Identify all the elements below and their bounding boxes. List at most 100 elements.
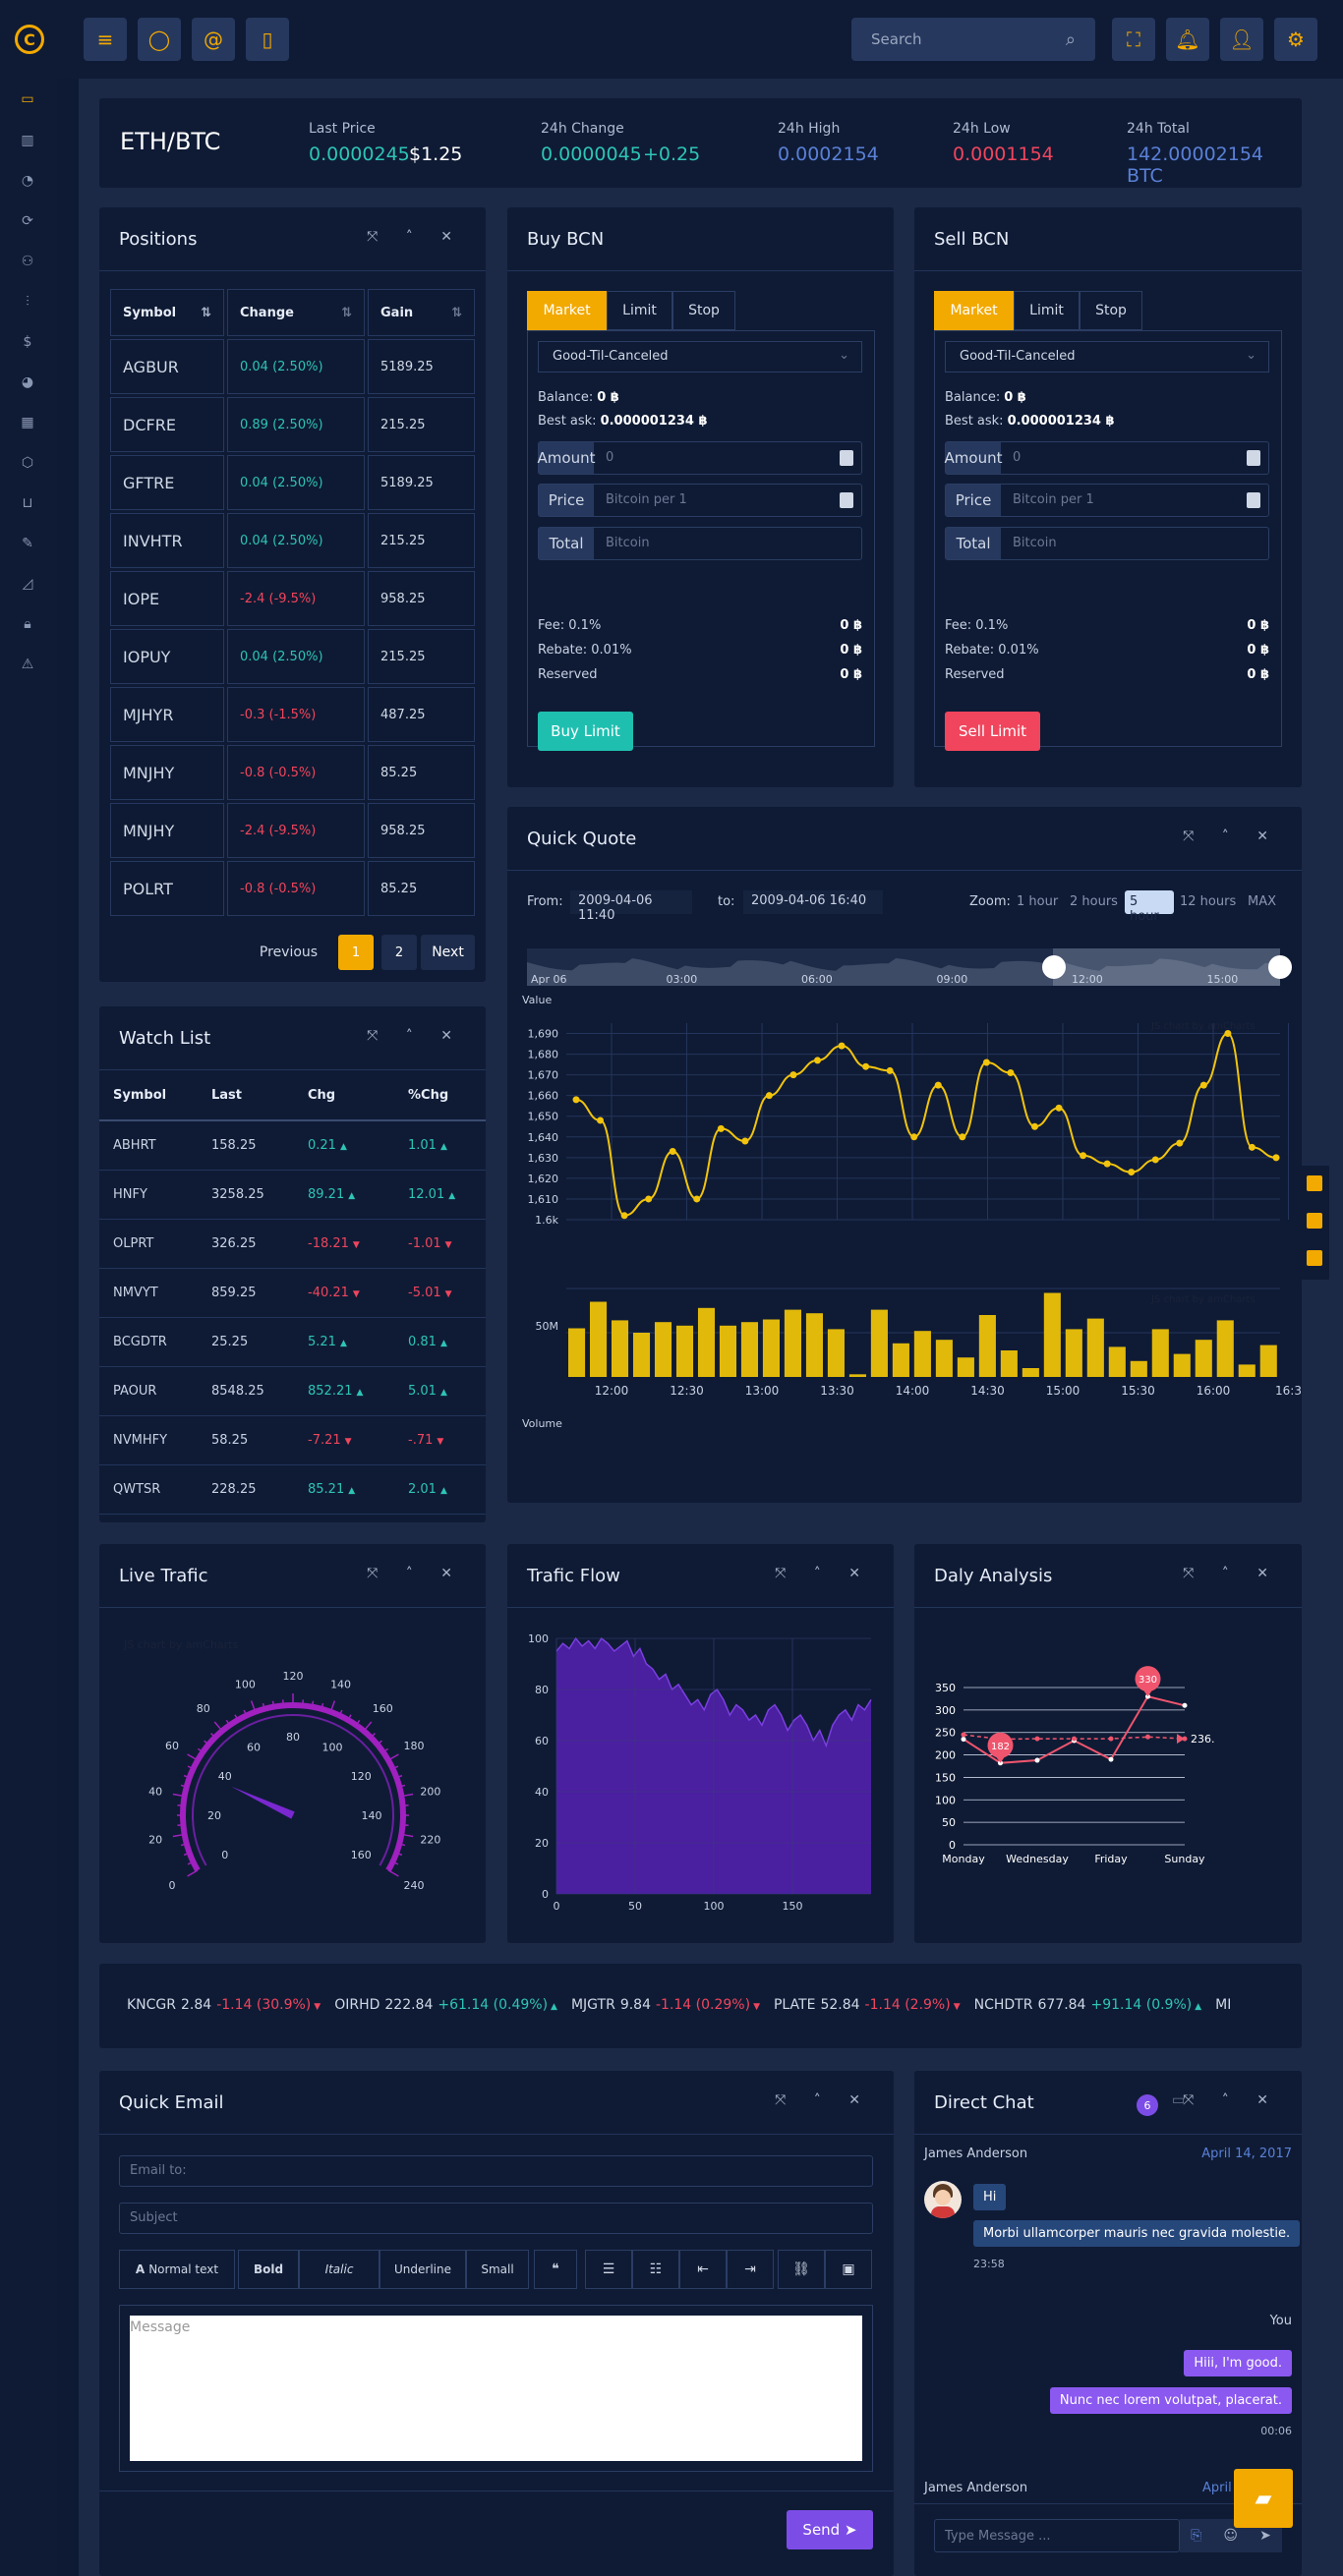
value-point[interactable] bbox=[572, 1096, 580, 1104]
table-row[interactable]: GFTRE 0.04 (2.50%) 5189.25 bbox=[110, 455, 475, 510]
stepper-icon[interactable] bbox=[840, 450, 853, 466]
chat-message-input[interactable]: Type Message ... bbox=[934, 2519, 1180, 2552]
navigator-handle-left[interactable] bbox=[1042, 955, 1066, 979]
notifications-button[interactable]: 🔔︎ bbox=[1166, 18, 1209, 61]
search-box[interactable]: Search ⌕ bbox=[851, 18, 1095, 61]
volume-bar[interactable] bbox=[762, 1319, 781, 1378]
image-icon[interactable]: ▣ bbox=[825, 2250, 872, 2289]
small-button[interactable]: Small bbox=[466, 2250, 529, 2289]
value-point[interactable] bbox=[1151, 1156, 1159, 1164]
price-input-group[interactable]: Price Bitcoin per 1 bbox=[945, 484, 1269, 517]
volume-bar[interactable] bbox=[892, 1343, 909, 1377]
volume-bar[interactable] bbox=[870, 1309, 888, 1377]
italic-button[interactable]: Italic bbox=[299, 2250, 380, 2289]
clipboard-button[interactable]: ▯ bbox=[246, 18, 289, 61]
navigator-handle-right[interactable] bbox=[1268, 955, 1292, 979]
sliders-icon[interactable]: ⫶ bbox=[26, 294, 29, 310]
table-row[interactable]: INVHTR 0.04 (2.50%) 215.25 bbox=[110, 513, 475, 568]
ticker-item[interactable]: NCHDTR 677.84 +91.14 (0.9%) ▲ bbox=[974, 1997, 1202, 2013]
bar-chart-icon[interactable]: ▥ bbox=[21, 133, 34, 148]
value-point[interactable] bbox=[1248, 1143, 1255, 1151]
series-point[interactable] bbox=[961, 1737, 966, 1743]
volume-bar[interactable] bbox=[913, 1331, 931, 1377]
send-button[interactable]: Send ➤ bbox=[787, 2510, 873, 2549]
volume-bar[interactable] bbox=[568, 1328, 586, 1378]
sell-limit-button[interactable]: Sell Limit bbox=[945, 712, 1040, 751]
value-point[interactable] bbox=[934, 1081, 942, 1089]
value-point[interactable] bbox=[597, 1116, 605, 1124]
value-point[interactable] bbox=[1007, 1069, 1015, 1077]
value-point[interactable] bbox=[982, 1059, 990, 1066]
camera-icon[interactable] bbox=[1307, 1175, 1322, 1191]
panel-controls[interactable]: ⤧ ˄ ✕ bbox=[1183, 1566, 1280, 1581]
value-point[interactable] bbox=[838, 1042, 846, 1050]
underline-button[interactable]: Underline bbox=[380, 2250, 466, 2289]
subject-input[interactable]: Subject bbox=[119, 2203, 873, 2234]
smile-icon[interactable]: ☺ bbox=[1223, 2528, 1239, 2544]
user-button[interactable]: 👤︎ bbox=[1220, 18, 1263, 61]
table-row[interactable]: NVMHFY 58.25 -7.21 ▼ -.71 ▼ bbox=[99, 1415, 486, 1465]
lock-icon[interactable]: 🔒︎ bbox=[24, 616, 31, 632]
table-row[interactable]: OLPRT 326.25 -18.21 ▼ -1.01 ▼ bbox=[99, 1219, 486, 1269]
buy-limit-button[interactable]: Buy Limit bbox=[538, 712, 633, 751]
amount-input-group[interactable]: Amount 0 bbox=[538, 441, 862, 475]
volume-bar[interactable] bbox=[805, 1313, 823, 1377]
table-row[interactable]: HNFY 3258.25 89.21 ▲ 12.01 ▲ bbox=[99, 1170, 486, 1220]
value-point[interactable] bbox=[862, 1062, 870, 1070]
paperclip-icon[interactable]: ⎘ bbox=[1191, 2528, 1202, 2544]
price-input[interactable]: Bitcoin per 1 bbox=[1013, 492, 1094, 507]
total-input[interactable]: Bitcoin bbox=[1013, 536, 1057, 550]
panel-controls[interactable]: ⤧ ˄ ✕ bbox=[775, 1566, 872, 1581]
table-row[interactable]: MJHYR -0.3 (-1.5%) 487.25 bbox=[110, 687, 475, 742]
value-point[interactable] bbox=[620, 1212, 628, 1220]
zoom-max[interactable]: MAX bbox=[1248, 894, 1277, 909]
table-row[interactable]: BCGDTR 25.25 5.21 ▲ 0.81 ▲ bbox=[99, 1317, 486, 1367]
stepper-icon[interactable] bbox=[1247, 492, 1260, 508]
table-row[interactable]: MNJHY -2.4 (-9.5%) 958.25 bbox=[110, 803, 475, 858]
amount-input[interactable]: 0 bbox=[1013, 450, 1022, 465]
settings-button[interactable]: ⚙ bbox=[1274, 18, 1317, 61]
volume-bar[interactable] bbox=[740, 1322, 759, 1377]
table-row[interactable]: NMVYT 859.25 -40.21 ▼ -5.01 ▼ bbox=[99, 1268, 486, 1318]
list-ul-icon[interactable]: ☰ bbox=[585, 2250, 632, 2289]
contacts-icon[interactable]: ▭ bbox=[1172, 2092, 1186, 2108]
brand-logo[interactable]: C bbox=[15, 25, 44, 54]
zoom-5-hour[interactable]: 5 hour bbox=[1125, 890, 1174, 924]
price-input-group[interactable]: Price Bitcoin per 1 bbox=[538, 484, 862, 517]
to-date-input[interactable]: 2009-04-06 16:40 bbox=[743, 890, 883, 914]
table-row[interactable]: POLRT -0.8 (-0.5%) 85.25 bbox=[110, 861, 475, 916]
message-icon[interactable] bbox=[1307, 1250, 1322, 1266]
volume-bar[interactable] bbox=[1259, 1345, 1277, 1377]
volume-bar[interactable] bbox=[632, 1333, 651, 1377]
value-point[interactable] bbox=[1176, 1139, 1184, 1147]
series-point[interactable] bbox=[1145, 1734, 1150, 1740]
dollar-icon[interactable]: $ bbox=[23, 334, 32, 350]
marker-pin[interactable] bbox=[1135, 1666, 1161, 1692]
time-in-force-select[interactable]: Good-Til-Canceled ⌄ bbox=[945, 341, 1269, 372]
table-row[interactable]: ABHRT 158.25 0.21 ▲ 1.01 ▲ bbox=[99, 1120, 486, 1171]
link-icon[interactable]: ⛓ bbox=[778, 2250, 825, 2289]
ticker-item[interactable]: MI bbox=[1215, 1997, 1241, 2013]
ticker-item[interactable]: OIRHD 222.84 +61.14 (0.49%) ▲ bbox=[334, 1997, 557, 2013]
volume-bar[interactable] bbox=[1195, 1340, 1212, 1377]
volume-bar[interactable] bbox=[675, 1325, 694, 1377]
zoom-2-hours[interactable]: 2 hours bbox=[1070, 894, 1118, 909]
series-point[interactable] bbox=[1182, 1736, 1188, 1742]
value-point[interactable] bbox=[765, 1092, 773, 1100]
value-point[interactable] bbox=[741, 1137, 749, 1145]
grid-icon[interactable]: ▦ bbox=[21, 415, 34, 430]
volume-bar[interactable] bbox=[784, 1309, 801, 1377]
chat-launcher-button[interactable]: ▰ bbox=[1234, 2469, 1293, 2528]
value-point[interactable] bbox=[1103, 1160, 1111, 1168]
list-ol-icon[interactable]: ☷ bbox=[632, 2250, 679, 2289]
volume-bar[interactable] bbox=[1043, 1292, 1061, 1378]
total-input-group[interactable]: Total Bitcoin bbox=[538, 527, 862, 560]
alert-icon[interactable]: ⚠ bbox=[21, 657, 34, 672]
volume-bar[interactable] bbox=[611, 1320, 629, 1377]
search-icon[interactable]: ⌕ bbox=[1065, 29, 1076, 50]
fullscreen-button[interactable]: ⛶ bbox=[1112, 18, 1155, 61]
search-input[interactable]: Search bbox=[871, 30, 922, 48]
value-point[interactable] bbox=[1224, 1030, 1232, 1038]
tab-stop[interactable]: Stop bbox=[1080, 291, 1142, 330]
pagination-page-2[interactable]: 2 bbox=[381, 935, 417, 970]
